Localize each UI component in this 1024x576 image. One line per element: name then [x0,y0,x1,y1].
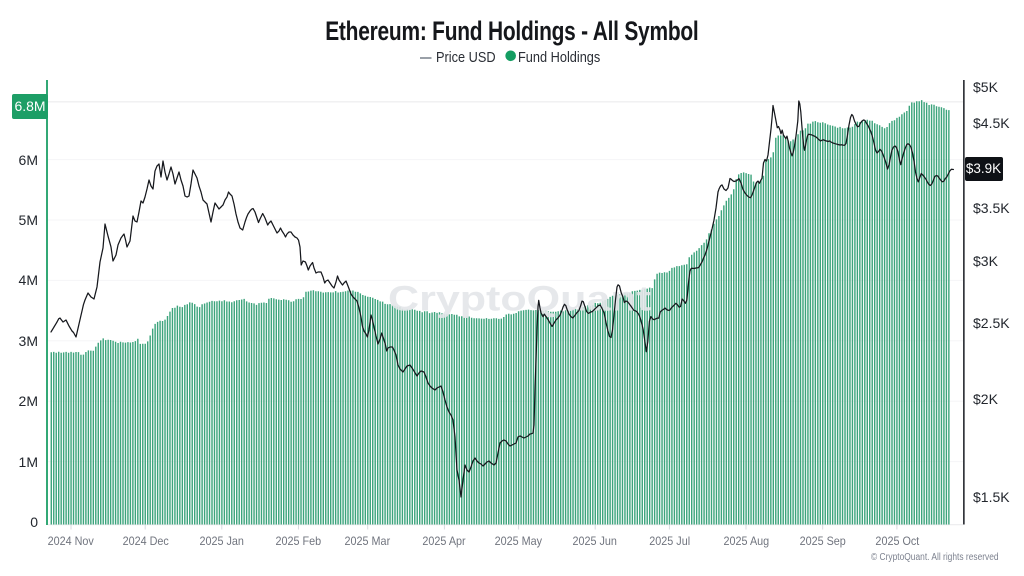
svg-text:CryptoQuant: CryptoQuant [388,278,651,318]
